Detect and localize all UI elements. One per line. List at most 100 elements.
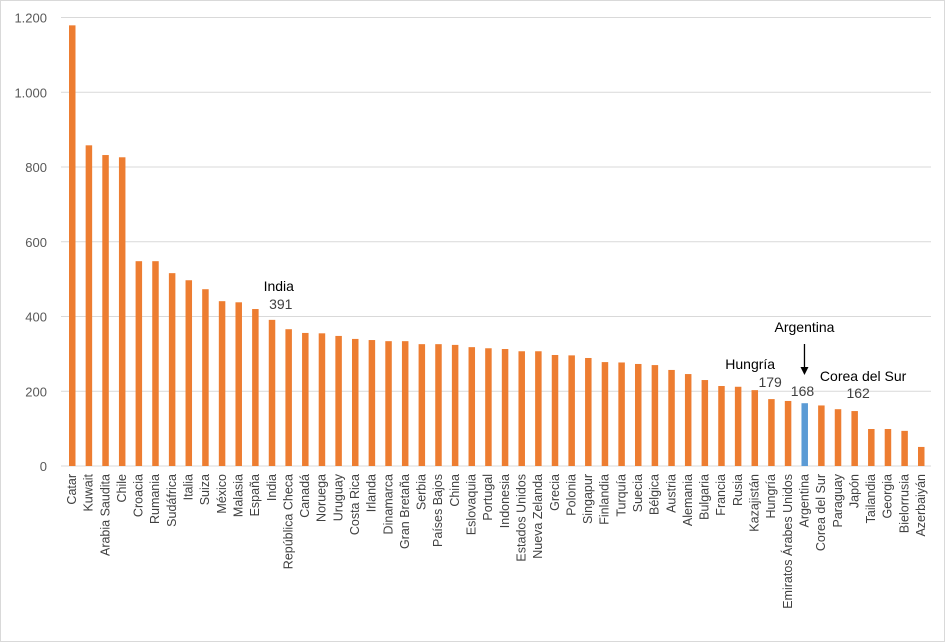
bar-polonia <box>568 355 575 466</box>
x-tick-label: Catar <box>65 474 79 505</box>
bar-portugal <box>485 348 492 466</box>
x-tick-label: Alemania <box>681 474 695 526</box>
x-tick-label: Croacia <box>132 474 146 517</box>
annotation-value: 162 <box>846 385 870 401</box>
x-tick-label: Malasia <box>231 474 245 517</box>
bar-turquía <box>618 362 625 466</box>
bar-italia <box>185 280 193 466</box>
annotation-value: 179 <box>758 374 782 390</box>
annotation-label: Argentina <box>775 319 835 335</box>
bar-noruega <box>318 333 326 466</box>
bar-indonesia <box>501 349 509 466</box>
x-tick-label: Georgia <box>881 474 895 519</box>
annotation-value: 391 <box>269 296 293 312</box>
x-tick-label: México <box>215 474 229 514</box>
x-tick-label: Austria <box>664 474 678 513</box>
x-tick-label: España <box>248 474 262 516</box>
x-tick-label: Italia <box>182 474 196 500</box>
x-tick-label: Singapur <box>581 474 595 524</box>
x-tick-label: Emiratos Árabes Unidos <box>780 474 795 609</box>
x-tick-label: Suecia <box>631 474 645 512</box>
bar-india <box>268 319 276 466</box>
arrow-head-icon <box>800 367 809 375</box>
bar-serbia <box>418 344 426 466</box>
x-tick-label: Bulgaria <box>698 474 712 520</box>
bar-georgia <box>884 428 892 466</box>
bar-hungría <box>768 399 775 466</box>
x-tick-label: Portugal <box>481 474 495 521</box>
bar-corea-del-sur <box>818 405 825 466</box>
y-tick-label: 400 <box>25 310 47 325</box>
bar-eslovaquia <box>468 347 476 466</box>
annotation-label: Hungría <box>725 356 775 372</box>
y-tick-label: 200 <box>25 384 47 399</box>
x-tick-label: República Checa <box>281 474 295 569</box>
bar-canadá <box>302 332 309 466</box>
bar-china <box>451 344 459 466</box>
bar-españa <box>252 309 259 466</box>
x-tick-label: Grecia <box>548 474 562 511</box>
x-tick-label: Rumania <box>148 474 162 524</box>
bar-croacia <box>135 261 143 466</box>
x-tick-label: Japón <box>847 474 861 508</box>
x-tick-label: Turquía <box>614 474 628 517</box>
x-tick-label: Polonia <box>564 474 578 516</box>
x-tick-label: Corea del Sur <box>814 474 828 551</box>
annotation-label: India <box>264 278 295 294</box>
x-tick-label: China <box>448 474 462 507</box>
y-tick-label: 1.200 <box>14 11 47 26</box>
bar-dinamarca <box>385 341 392 466</box>
bar-suiza <box>202 289 209 466</box>
x-tick-label: Francia <box>714 474 728 516</box>
x-tick-label: Argentina <box>797 474 811 528</box>
bar-bielorrusia <box>901 430 908 466</box>
y-tick-label: 800 <box>25 160 47 175</box>
bar-estados-unidos <box>518 351 525 466</box>
x-tick-label: Serbia <box>415 474 429 510</box>
bar-arabia-saudita <box>102 155 109 467</box>
bar-azerbaiyán <box>918 446 925 466</box>
bar-bulgaria <box>701 380 709 466</box>
bar-república-checa <box>285 329 292 466</box>
x-tick-label: Azerbaiyán <box>914 474 928 537</box>
annotation-value: 168 <box>791 383 815 399</box>
bar-finlandia <box>601 362 609 466</box>
x-tick-label: Gran Bretaña <box>398 474 412 549</box>
bar-chile <box>118 157 126 466</box>
x-tick-label: Arabia Saudita <box>98 474 112 556</box>
bar-gran-bretaña <box>401 341 409 466</box>
x-tick-label: Kazajistán <box>748 474 762 532</box>
bar-argentina <box>801 403 808 466</box>
x-tick-label: Hungría <box>764 474 778 519</box>
y-tick-label: 0 <box>40 459 47 474</box>
bar-paraguay <box>834 409 842 466</box>
x-tick-label: Paraguay <box>831 473 845 527</box>
x-tick-label: Tailandia <box>864 474 878 523</box>
x-tick-label: India <box>265 474 279 501</box>
x-tick-label: Nueva Zelanda <box>531 474 545 559</box>
bar-grecia <box>551 354 559 466</box>
bar-nueva-zelanda <box>535 351 542 466</box>
x-tick-label: Irlanda <box>365 474 379 512</box>
bar-singapur <box>585 357 592 466</box>
bar-japón <box>851 411 858 466</box>
x-tick-label: Dinamarca <box>381 474 395 534</box>
y-tick-label: 1.000 <box>14 85 47 100</box>
x-tick-label: Noruega <box>315 474 329 522</box>
x-tick-label: Rusia <box>731 474 745 506</box>
bar-suecia <box>635 363 642 466</box>
bar-méxico <box>218 301 226 466</box>
bar-catar <box>69 25 76 466</box>
bar-tailandia <box>868 428 875 466</box>
bar-bélgica <box>651 365 659 466</box>
x-tick-label: Bielorrusia <box>897 474 911 533</box>
bar-emiratos-árabes-unidos <box>784 400 792 466</box>
bar-rumania <box>152 261 159 466</box>
x-tick-label: Bélgica <box>648 474 662 515</box>
y-tick-label: 600 <box>25 235 47 250</box>
x-tick-label: Uruguay <box>331 473 345 521</box>
bar-costa-rica <box>352 338 359 466</box>
x-tick-label: Países Bajos <box>431 474 445 547</box>
